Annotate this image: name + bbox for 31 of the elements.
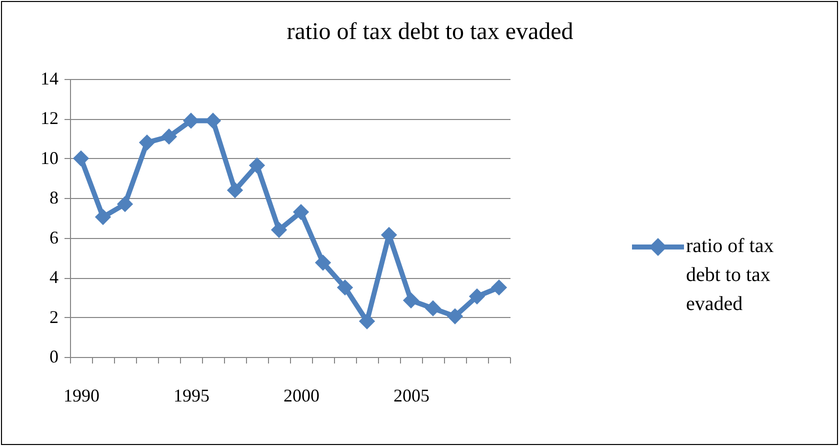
point [226, 182, 244, 198]
y-tick-label: 10 [40, 148, 58, 168]
y-tick-label: 0 [50, 346, 58, 366]
point [248, 157, 266, 174]
point [490, 279, 508, 296]
y-tick-label: 8 [50, 188, 58, 208]
y-tick-label: 12 [40, 108, 58, 128]
point [72, 150, 90, 166]
y-tick-label: 4 [50, 267, 58, 288]
y-tick-label: 14 [40, 68, 58, 88]
point [116, 196, 134, 212]
x-tick-label: 2000 [284, 386, 320, 406]
point [270, 222, 288, 238]
x-tick-label: 2005 [394, 386, 430, 406]
point [468, 288, 486, 304]
point [138, 134, 156, 151]
point [358, 313, 376, 330]
x-tick-label: 1995 [174, 386, 210, 406]
y-tick-label: 6 [50, 227, 58, 248]
y-tick-label: 2 [50, 306, 58, 327]
chart-title: ratio of tax debt to tax evaded [286, 19, 574, 45]
point [424, 300, 442, 316]
point [336, 279, 354, 296]
point [402, 292, 420, 308]
point [160, 128, 178, 145]
point [292, 204, 310, 220]
legend-label: ratio of tax debt to tax evaded [686, 234, 775, 317]
x-tick-label: 1990 [64, 386, 100, 406]
point [94, 208, 112, 226]
point [446, 308, 464, 324]
point [314, 254, 332, 271]
